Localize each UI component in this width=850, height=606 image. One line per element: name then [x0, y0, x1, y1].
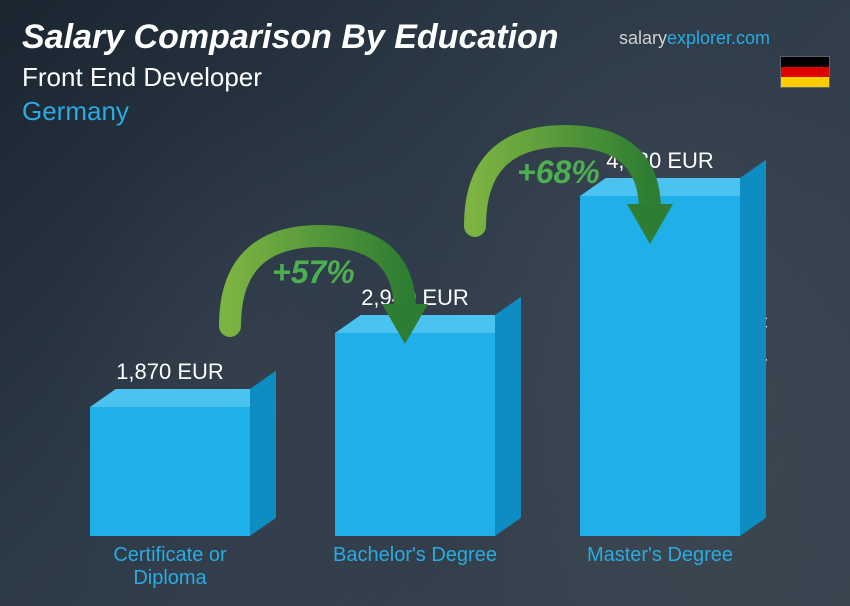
watermark-suffix: explorer.com	[667, 28, 770, 48]
bar-label: Certificate or Diploma	[80, 544, 260, 590]
bar-group: 1,870 EURCertificate or Diploma	[90, 407, 250, 536]
bar-label: Bachelor's Degree	[325, 544, 505, 567]
increase-percentage: +68%	[517, 154, 600, 191]
bar-value: 2,940 EUR	[361, 285, 469, 311]
watermark-prefix: salary	[619, 28, 667, 48]
bar-value: 1,870 EUR	[116, 359, 224, 385]
bar-label: Master's Degree	[570, 544, 750, 567]
bar-group: 4,930 EURMaster's Degree	[580, 196, 740, 536]
bar-group: 2,940 EURBachelor's Degree	[335, 333, 495, 536]
increase-percentage: +57%	[272, 254, 355, 291]
flag-icon	[780, 56, 830, 88]
chart-title: Salary Comparison By Education	[22, 18, 559, 57]
bar-chart: 1,870 EURCertificate or Diploma 2,940 EUR…	[60, 86, 780, 586]
bar: 1,870 EUR	[90, 407, 250, 536]
watermark-text: salaryexplorer.com	[619, 28, 770, 49]
bar-value: 4,930 EUR	[606, 148, 714, 174]
bar: 2,940 EUR	[335, 333, 495, 536]
bar: 4,930 EUR	[580, 196, 740, 536]
